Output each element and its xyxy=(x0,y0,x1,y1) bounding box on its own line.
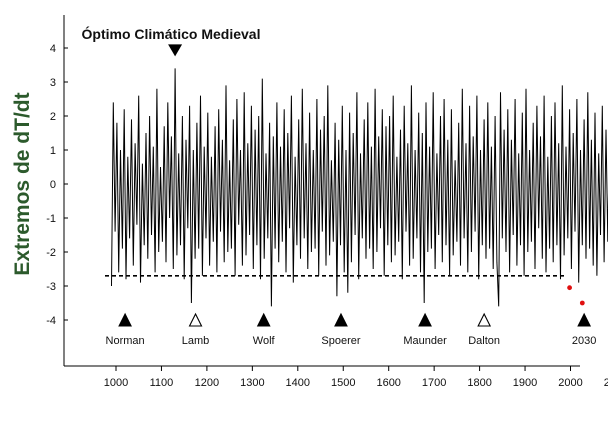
x-tick-label: 1900 xyxy=(513,377,537,389)
y-tick-label: 3 xyxy=(50,77,56,89)
red-point xyxy=(579,300,585,306)
x-tick-label: 1800 xyxy=(467,377,491,389)
x-ticks: 1000 1100 1200 1300 1400 1500 1600 1700 1800 1900… xyxy=(104,366,608,389)
x-tick-label: 1100 xyxy=(150,377,174,389)
y-tick-label: 0 xyxy=(50,179,56,191)
marker-label: Norman xyxy=(106,335,145,347)
y-tick-label: 4 xyxy=(50,43,56,55)
hollow-triangle-icon xyxy=(188,312,203,327)
hollow-triangle-icon xyxy=(477,312,492,327)
event-markers: NormanLambWolfSpoererMaunderDalton203022… xyxy=(106,312,596,347)
y-axis-label: Extremos de dT/dt xyxy=(11,92,34,275)
y-ticks: 4 3 2 1 0 -1 -2 -3 -4 xyxy=(46,43,68,327)
filled-triangle-icon xyxy=(418,312,432,327)
red-point xyxy=(567,285,572,291)
y-tick-label: 2 xyxy=(50,111,56,123)
marker-label: Maunder xyxy=(403,335,447,347)
annotation: Óptimo Climático Medieval xyxy=(82,25,261,57)
x-tick-label: 1200 xyxy=(195,377,219,389)
filled-triangle-icon xyxy=(118,312,132,327)
marker-label: Lamb xyxy=(182,335,210,347)
x-tick-label: 2100 xyxy=(604,377,608,389)
marker-label: Spoerer xyxy=(321,335,360,347)
x-tick-label: 1700 xyxy=(422,377,446,389)
marker-label: Wolf xyxy=(253,335,276,347)
y-tick-label: -1 xyxy=(46,213,56,225)
x-tick-label: 1600 xyxy=(376,377,400,389)
red-points xyxy=(567,285,585,306)
y-tick-label: -4 xyxy=(46,315,56,327)
x-tick-label: 2000 xyxy=(558,377,582,389)
annotation-text: Óptimo Climático Medieval xyxy=(82,25,261,42)
y-tick-label: -2 xyxy=(46,247,56,259)
x-tick-label: 1500 xyxy=(331,377,355,389)
filled-triangle-icon xyxy=(577,312,592,327)
annotation-arrow-icon xyxy=(168,44,183,57)
marker-label: 2030 xyxy=(572,335,596,347)
series-line xyxy=(111,68,608,307)
y-tick-label: -3 xyxy=(46,281,56,293)
filled-triangle-icon xyxy=(334,312,348,327)
x-tick-label: 1000 xyxy=(104,377,128,389)
y-tick-label: 1 xyxy=(50,145,56,157)
x-tick-label: 1400 xyxy=(286,377,310,389)
marker-label: Dalton xyxy=(468,335,500,347)
x-tick-label: 1300 xyxy=(240,377,264,389)
filled-triangle-icon xyxy=(256,312,271,327)
